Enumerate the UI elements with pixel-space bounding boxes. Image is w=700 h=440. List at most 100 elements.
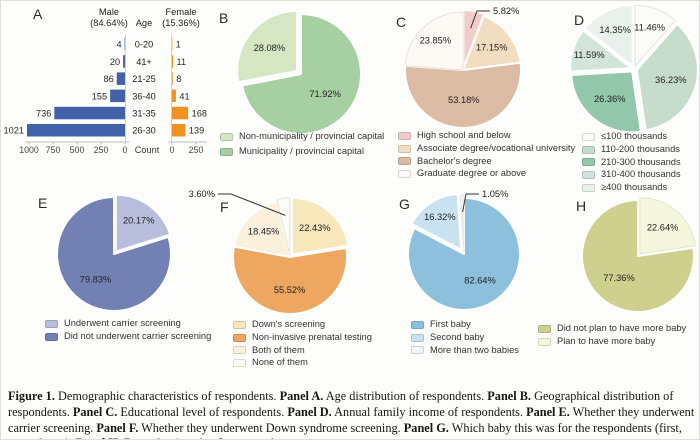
female-axis-tick-label: 250 <box>189 145 204 155</box>
female-count-label: 168 <box>192 109 207 119</box>
male-header: Male <box>99 7 119 17</box>
caption-text-segment: Reproductive plan for respondents. <box>121 436 297 439</box>
legend-swatch <box>538 324 551 333</box>
legend-label: Underwent carrier screening <box>64 318 181 328</box>
legend-swatch <box>233 320 246 329</box>
pie-slice <box>583 4 634 68</box>
legend-item: 110-200 thousands <box>582 144 681 155</box>
pie-slices <box>569 4 699 134</box>
pie-slice <box>570 70 642 134</box>
panel-f-legend: Down's screening Non-invasive prenatal te… <box>233 319 372 371</box>
pie-callout-line <box>462 193 479 212</box>
pie-slice <box>290 196 350 256</box>
down-screening-pie-chart: 22.43% 55.52% 18.45% 3.60% <box>189 189 350 316</box>
panel-e-letter: E <box>38 195 48 211</box>
panel-f-letter: F <box>220 199 229 215</box>
pie-slice <box>232 245 348 316</box>
caption-text-segment: Demographic characteristics of responden… <box>54 389 280 404</box>
legend-label: Non-invasive prenatal testing <box>252 331 372 342</box>
legend-item: Municipality / provincial capital <box>220 145 384 157</box>
caption-text-segment: Whether they underwent Down syndrome scr… <box>138 420 404 435</box>
legend-swatch <box>411 346 424 355</box>
female-count-label: 1 <box>176 40 181 50</box>
legend-label: Second baby <box>430 331 485 342</box>
male-bar <box>110 89 125 103</box>
male-axis-tick-label: 750 <box>46 145 61 155</box>
age-group-label: 26-30 <box>132 126 156 136</box>
age-group-label: 41+ <box>136 57 152 67</box>
legend-item: Did not plan to have more baby <box>538 323 686 334</box>
pie-callout-line <box>218 193 286 216</box>
legend-label: ≥400 thousands <box>601 182 668 192</box>
male-count-label: 20 <box>110 57 120 67</box>
female-count-label: 8 <box>176 74 181 84</box>
legend-swatch <box>45 319 58 328</box>
caption-text-segment: Geographical distribution of respondents… <box>8 389 674 419</box>
female-bar <box>172 72 173 85</box>
legend-label: More than two babies <box>430 344 519 355</box>
pie-slice-label: 1.05% <box>482 189 508 199</box>
pie-slice-label: 20.17% <box>123 215 155 225</box>
panel-c-educational-level: C 5.82% 17.15% 53.18% 23.85% High school an… <box>391 1 575 186</box>
legend-swatch <box>220 132 233 141</box>
pie-slice-label: 5.82% <box>493 6 519 16</box>
pie-slice-label: 79.83% <box>80 274 112 284</box>
female-count-label: 139 <box>189 126 204 136</box>
age-group-label: 0-20 <box>135 40 153 50</box>
legend-swatch <box>398 157 411 166</box>
reproductive-plan-pie-chart: 22.64% 77.36% <box>581 197 696 313</box>
pie-slice-label: 77.36% <box>603 273 635 283</box>
legend-label: First baby <box>430 319 471 329</box>
panel-g-which-baby: G 82.64% 16.32% 1.05% First baby Second bab… <box>391 186 561 376</box>
pie-slice-label: 23.85% <box>420 35 452 45</box>
caption-bold-segment: Panel F. <box>96 420 139 435</box>
legend-swatch <box>45 332 58 341</box>
pie-labels: 22.64% 77.36% <box>603 222 678 283</box>
panel-h-reproductive-plan: H 22.64% 77.36% Did not plan to have more… <box>526 186 699 376</box>
legend-item: First baby <box>411 319 519 330</box>
female-axis-tick-label: 0 <box>170 145 175 155</box>
pie-labels: 82.64% 16.32% 1.05% <box>424 189 508 285</box>
panel-g-legend: First baby Second baby More than two babie… <box>411 319 519 358</box>
caption-text-segment: Which baby this was for the respondents … <box>8 420 682 439</box>
pie-slices <box>581 197 696 313</box>
legend-label: Down's screening <box>252 319 326 329</box>
legend-item: Bachelor's degree <box>398 156 575 167</box>
pie-slice <box>634 4 676 67</box>
panel-b-geographical-distribution: B 71.92% 28.08% Non-municipality / provin… <box>216 1 391 186</box>
pie-slice <box>404 61 522 129</box>
legend-label: High school and below <box>417 130 511 140</box>
age-group-label: 31-35 <box>132 109 156 119</box>
pie-slice <box>276 197 291 256</box>
pie-slice-label: 18.45% <box>248 227 280 237</box>
male-axis-tick-label: 500 <box>70 145 85 155</box>
legend-swatch <box>220 147 233 156</box>
male-bar <box>54 106 125 120</box>
panel-d-letter: D <box>574 12 585 28</box>
male-header-pct: (84.64%) <box>90 18 128 28</box>
pie-labels: 71.92% 28.08% <box>254 43 341 99</box>
legend-label: Municipality / provincial capital <box>239 145 365 156</box>
age-group-label: 21-25 <box>132 74 156 84</box>
legend-label: Both of them <box>252 344 305 355</box>
legend-swatch <box>411 320 424 329</box>
pie-slice-label: 22.43% <box>299 223 331 233</box>
caption-bold-segment: Panel B. <box>487 389 532 404</box>
legend-item: ≤100 thousands <box>582 131 681 142</box>
pie-callout-line <box>470 10 490 29</box>
caption-bold-segment: Panel E. <box>526 404 570 419</box>
pie-slice-label: 28.08% <box>254 43 286 53</box>
pie-slice-label: 26.36% <box>594 94 626 104</box>
legend-label: ≤100 thousands <box>601 131 668 141</box>
male-count-label: 155 <box>92 91 107 101</box>
pie-slice <box>114 193 172 253</box>
pie-slice-label: 11.46% <box>634 22 665 32</box>
legend-item: Both of them <box>233 344 372 356</box>
pie-slice <box>581 199 695 313</box>
pie-slice <box>404 11 464 71</box>
panel-e-legend: Underwent carrier screening Did not under… <box>45 318 211 345</box>
pie-labels: 5.82% 17.15% 53.18% 23.85% <box>420 6 520 105</box>
male-bar <box>116 72 125 85</box>
legend-swatch <box>398 131 411 140</box>
legend-swatch <box>411 333 424 342</box>
